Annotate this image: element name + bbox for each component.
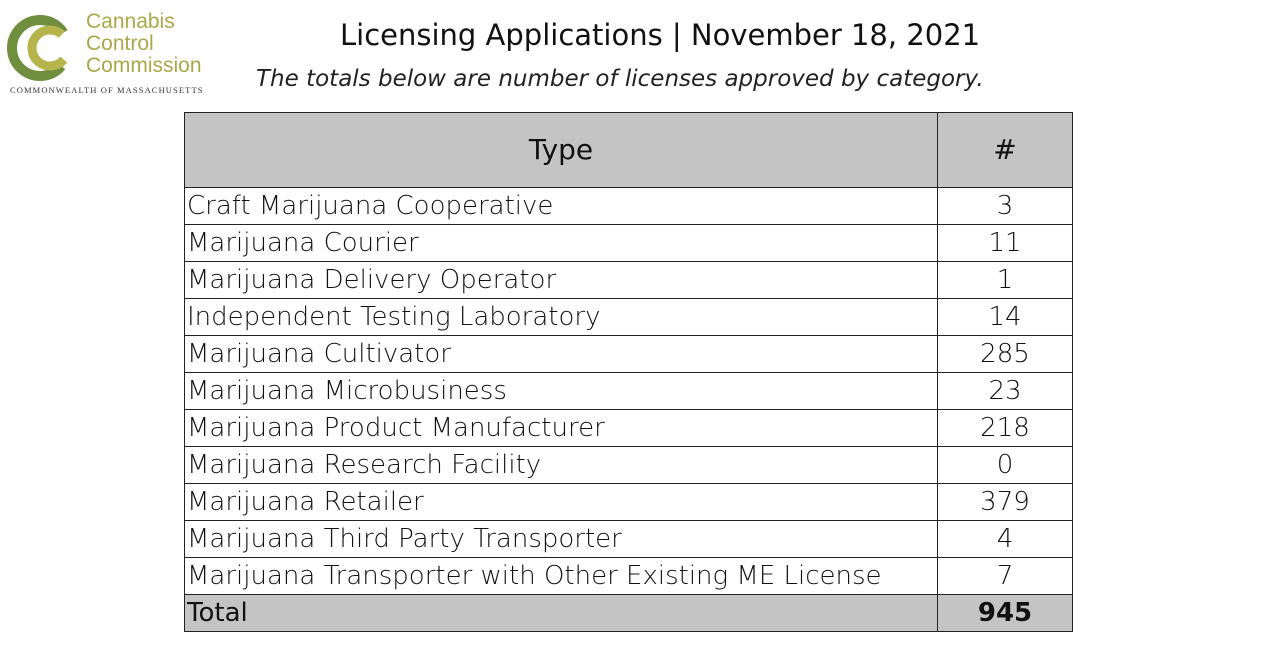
table-row: Independent Testing Laboratory 14 bbox=[184, 298, 1073, 336]
license-type: Marijuana Retailer bbox=[184, 483, 938, 521]
table-row: Marijuana Microbusiness 23 bbox=[184, 372, 1073, 410]
license-count: 4 bbox=[937, 520, 1073, 558]
license-type: Marijuana Third Party Transporter bbox=[184, 520, 938, 558]
licenses-table: Type # Craft Marijuana Cooperative 3 Marij… bbox=[184, 112, 1073, 632]
column-header-type: Type bbox=[184, 112, 938, 188]
license-count: 11 bbox=[937, 224, 1073, 262]
license-count: 23 bbox=[937, 372, 1073, 410]
total-label: Total bbox=[184, 594, 938, 632]
license-count: 218 bbox=[937, 409, 1073, 447]
license-type: Independent Testing Laboratory bbox=[184, 298, 938, 336]
license-type: Marijuana Delivery Operator bbox=[184, 261, 938, 299]
table-body: Craft Marijuana Cooperative 3 Marijuana Co… bbox=[184, 187, 1073, 632]
table-row: Marijuana Transporter with Other Existin… bbox=[184, 557, 1073, 595]
logo-line-1: Cannabis bbox=[86, 10, 175, 33]
logo-subline: COMMONWEALTH OF MASSACHUSETTS bbox=[10, 85, 204, 95]
license-type: Marijuana Transporter with Other Existin… bbox=[184, 557, 938, 595]
table-row: Marijuana Cultivator 285 bbox=[184, 335, 1073, 373]
total-count: 945 bbox=[937, 594, 1073, 632]
table-row: Marijuana Research Facility 0 bbox=[184, 446, 1073, 484]
license-type: Marijuana Microbusiness bbox=[184, 372, 938, 410]
table-row: Marijuana Retailer 379 bbox=[184, 483, 1073, 521]
license-count: 379 bbox=[937, 483, 1073, 521]
table-row: Craft Marijuana Cooperative 3 bbox=[184, 187, 1073, 225]
column-header-count: # bbox=[937, 112, 1073, 188]
logo-wordmark: Cannabis Control Commission bbox=[86, 11, 202, 77]
license-type: Marijuana Cultivator bbox=[184, 335, 938, 373]
license-count: 3 bbox=[937, 187, 1073, 225]
table-total-row: Total 945 bbox=[184, 594, 1073, 632]
license-count: 285 bbox=[937, 335, 1073, 373]
logo: Cannabis Control Commission COMMONWEALTH… bbox=[2, 8, 232, 98]
table-row: Marijuana Courier 11 bbox=[184, 224, 1073, 262]
cannabis-control-commission-logo-icon bbox=[7, 15, 73, 81]
table-row: Marijuana Delivery Operator 1 bbox=[184, 261, 1073, 299]
license-type: Marijuana Courier bbox=[184, 224, 938, 262]
page-subtitle: The totals below are number of licenses … bbox=[256, 66, 984, 92]
table-header-row: Type # bbox=[184, 112, 1073, 188]
table-row: Marijuana Third Party Transporter 4 bbox=[184, 520, 1073, 558]
license-count: 0 bbox=[937, 446, 1073, 484]
license-count: 1 bbox=[937, 261, 1073, 299]
license-type: Marijuana Product Manufacturer bbox=[184, 409, 938, 447]
table-row: Marijuana Product Manufacturer 218 bbox=[184, 409, 1073, 447]
license-count: 14 bbox=[937, 298, 1073, 336]
license-type: Marijuana Research Facility bbox=[184, 446, 938, 484]
page-title: Licensing Applications | November 18, 20… bbox=[340, 18, 981, 52]
license-count: 7 bbox=[937, 557, 1073, 595]
logo-line-2: Control bbox=[86, 32, 154, 55]
license-type: Craft Marijuana Cooperative bbox=[184, 187, 938, 225]
logo-line-3: Commission bbox=[86, 54, 202, 77]
